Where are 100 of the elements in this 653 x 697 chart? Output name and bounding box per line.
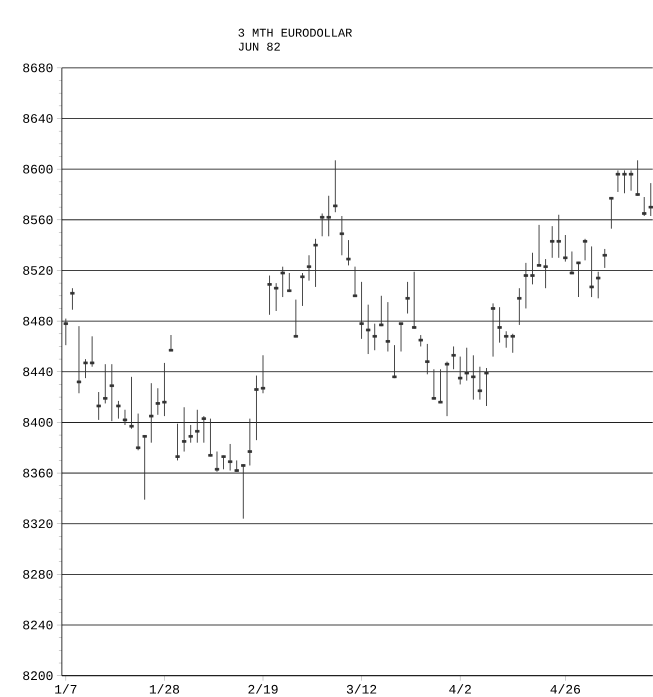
candlestick [280, 266, 285, 298]
candlestick [352, 266, 358, 298]
candlestick [510, 333, 515, 354]
x-tick-label: 4/2 [449, 684, 471, 694]
candlestick [182, 406, 186, 452]
candlestick [635, 160, 640, 196]
candlestick [254, 375, 259, 441]
candlestick [248, 418, 252, 466]
candlestick [149, 382, 154, 444]
candlestick [366, 304, 370, 354]
candlestick [412, 271, 416, 330]
candlestick [156, 388, 160, 416]
candlestick [287, 272, 292, 292]
candlestick [168, 334, 174, 352]
candlestick [274, 282, 278, 312]
candlestick [490, 302, 496, 358]
candlestick [458, 356, 462, 385]
candlestick [208, 418, 213, 458]
chart-subtitle: JUN 82 [238, 42, 280, 51]
candlestick [313, 238, 318, 288]
candlestick [90, 336, 94, 368]
candlestick [129, 376, 134, 430]
candlestick [438, 368, 443, 404]
candlestick [76, 326, 82, 394]
candlestick [398, 322, 404, 352]
candlestick [504, 330, 508, 348]
candlestick [556, 214, 561, 258]
candlestick [392, 344, 397, 379]
candlestick [83, 358, 88, 379]
candlestick [320, 213, 324, 237]
candlestick [425, 343, 430, 375]
candlestick [478, 366, 482, 400]
candlestick [563, 234, 568, 262]
candlestick [162, 362, 167, 417]
candlestick [543, 258, 548, 289]
candlestick [616, 170, 620, 192]
y-tick-label: 8480 [23, 316, 53, 326]
chart-title: 3 MTH EURODOLLAR [238, 28, 352, 37]
candlestick [642, 196, 646, 216]
y-tick-label: 8440 [23, 367, 53, 376]
candlestick [70, 288, 75, 310]
candlestick [221, 454, 226, 470]
candlestick [64, 318, 68, 346]
candlestick [576, 261, 581, 298]
candlestick [471, 354, 476, 400]
y-tick-label: 8560 [23, 215, 53, 224]
y-tick-label: 8320 [23, 519, 53, 528]
candlestick [359, 281, 364, 340]
candlestick [202, 416, 206, 444]
y-tick-label: 8360 [23, 468, 53, 478]
candlestick [570, 251, 574, 275]
candlestick [444, 361, 450, 417]
candlestick [517, 288, 522, 326]
x-tick-label: 1/7 [55, 684, 76, 694]
candlestick [228, 444, 232, 471]
candlestick [267, 275, 272, 316]
candlestick [589, 246, 594, 298]
candlestick [418, 334, 423, 347]
candlestick [464, 347, 469, 382]
y-tick-label: 8200 [23, 671, 53, 680]
candlestick [346, 240, 351, 266]
candlestick [122, 409, 128, 426]
candlestick [432, 368, 436, 400]
candlestick [451, 346, 456, 370]
candlestick [622, 170, 627, 194]
candlestick [497, 306, 502, 344]
x-tick-label: 4/26 [550, 684, 580, 694]
candlestick [175, 423, 180, 461]
candlestick [188, 424, 193, 444]
candlestick [524, 262, 528, 309]
candlestick [609, 196, 614, 230]
y-tick-label: 8240 [23, 620, 53, 630]
candlestick [326, 195, 331, 237]
y-tick-label: 8680 [23, 63, 53, 72]
y-tick-label: 8600 [23, 164, 53, 174]
candlestick [116, 400, 121, 420]
candlestick [628, 170, 634, 192]
x-tick-label: 3/12 [346, 684, 376, 694]
candlestick [550, 226, 554, 258]
y-tick-label: 8400 [23, 418, 53, 427]
candlestick [195, 409, 200, 444]
candlestick [214, 451, 220, 472]
candlestick [582, 238, 588, 261]
candlestick [602, 248, 607, 268]
candlestick [300, 272, 305, 306]
candlestick [260, 354, 266, 394]
candlestick [234, 460, 239, 472]
candlestick [306, 254, 312, 282]
y-tick-label: 8520 [23, 266, 53, 275]
candlestick [333, 160, 338, 213]
candlestick [96, 392, 101, 420]
y-tick-label: 8280 [23, 570, 53, 579]
candlestick [536, 224, 542, 267]
candlestick [110, 364, 114, 422]
candlestick [596, 271, 600, 299]
y-tick-label: 8640 [23, 114, 53, 123]
candlestick [241, 464, 246, 520]
candlestick [379, 295, 384, 327]
candlestick [294, 299, 298, 338]
candlestick [136, 413, 140, 451]
